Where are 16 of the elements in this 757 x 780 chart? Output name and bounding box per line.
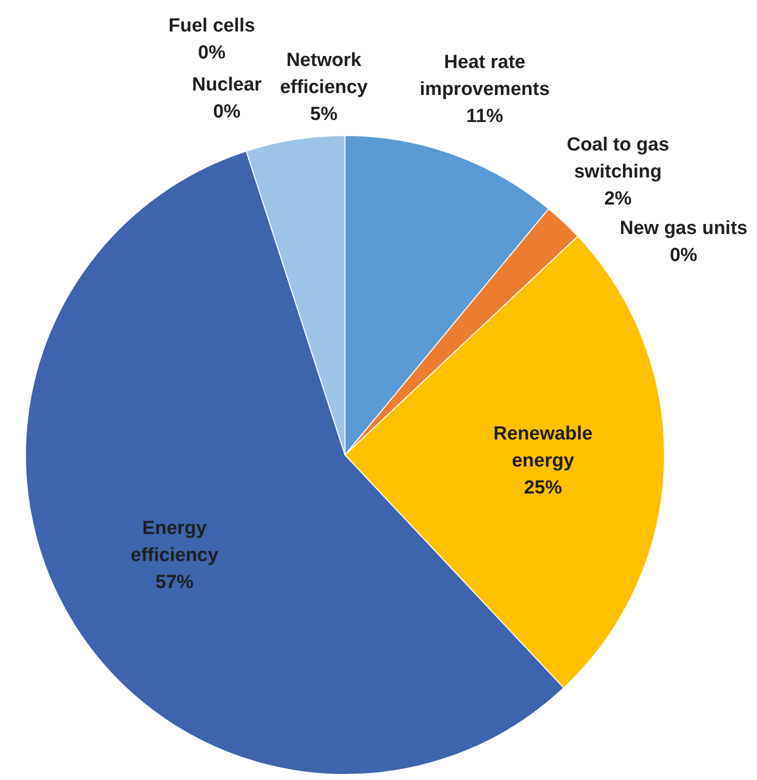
category-label: Nuclear: [192, 74, 262, 96]
category-label: Fuel cells: [168, 16, 256, 37]
data-label: 2%: [604, 188, 632, 210]
slice-label: Heat rate improvements: [420, 52, 550, 100]
data-label: 11%: [466, 106, 504, 128]
slice-label: Coal to gas switching: [566, 134, 670, 182]
data-label: 5%: [310, 104, 338, 125]
slice-label: Network efficiency: [280, 50, 368, 98]
data-label: 25%: [524, 477, 562, 498]
slice-label: Renewable energy: [493, 423, 593, 472]
category-label: New gas units: [620, 218, 748, 240]
text: 0%: [670, 245, 698, 266]
slice-label: Energy efficiency: [130, 518, 219, 566]
data-label: 57%: [155, 572, 194, 594]
text: 0%: [213, 102, 241, 123]
text: 0%: [198, 42, 226, 64]
